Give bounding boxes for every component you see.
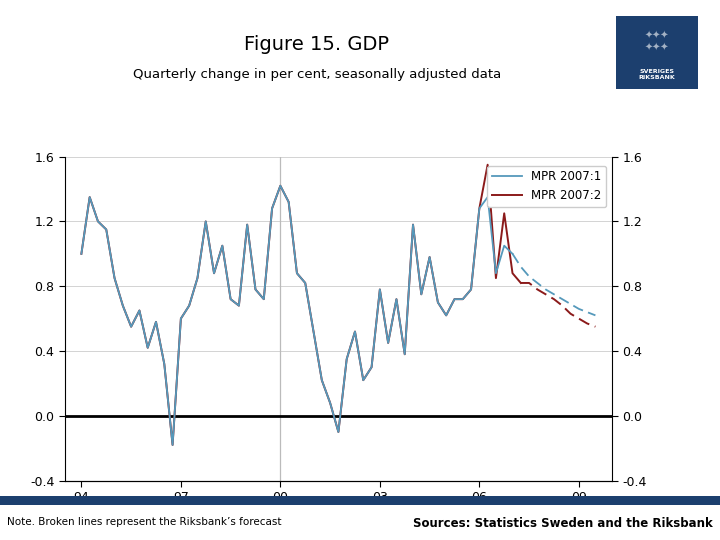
Legend: MPR 2007:1, MPR 2007:2: MPR 2007:1, MPR 2007:2 — [487, 166, 606, 207]
Text: Sources: Statistics Sweden and the Riksbank: Sources: Statistics Sweden and the Riksb… — [413, 517, 713, 530]
Text: SVERIGES
RIKSBANK: SVERIGES RIKSBANK — [639, 69, 675, 80]
Text: ✦✦✦
✦✦✦: ✦✦✦ ✦✦✦ — [645, 31, 669, 52]
Text: Figure 15. GDP: Figure 15. GDP — [244, 35, 390, 54]
Text: Note. Broken lines represent the Riksbank’s forecast: Note. Broken lines represent the Riksban… — [7, 517, 282, 528]
Text: Quarterly change in per cent, seasonally adjusted data: Quarterly change in per cent, seasonally… — [132, 68, 501, 81]
